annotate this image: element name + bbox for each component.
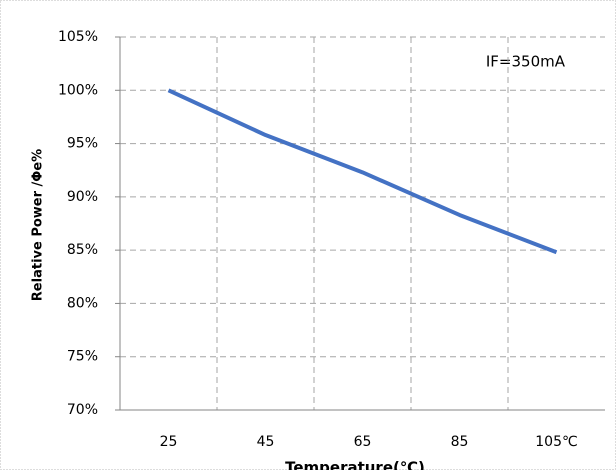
line-series [167,88,558,255]
x-axis-label: Temperature(℃) [285,459,425,470]
x-tick-label: 65 [354,434,372,450]
y-tick-label: 80% [67,295,98,311]
annotation: IF=350mA [486,53,566,71]
y-tick-label: 95% [67,136,98,152]
x-tick-label: 25 [160,434,178,450]
y-tick-label: 90% [67,189,98,205]
y-tick-label: 100% [58,82,98,98]
x-tick-label: 85 [451,434,469,450]
x-tick-label: 105℃ [535,434,577,450]
y-axis-label: Relative Power /Φe% [31,149,46,301]
y-tick-label: 70% [67,402,98,418]
x-tick-label: 45 [257,434,275,450]
y-tick-label: 85% [67,242,98,258]
y-tick-label: 105% [58,29,98,45]
y-tick-label: 75% [67,349,98,365]
